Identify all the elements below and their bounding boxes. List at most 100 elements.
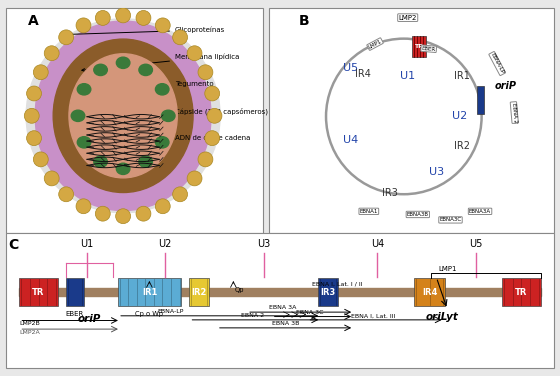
Text: U5: U5 — [343, 63, 358, 73]
Ellipse shape — [156, 137, 169, 148]
Text: IR2: IR2 — [454, 141, 470, 151]
Text: U4: U4 — [343, 135, 358, 145]
FancyBboxPatch shape — [477, 86, 484, 114]
Circle shape — [44, 46, 59, 61]
FancyBboxPatch shape — [412, 36, 426, 56]
Circle shape — [198, 65, 213, 80]
Text: EBNA1: EBNA1 — [360, 209, 378, 214]
Ellipse shape — [139, 156, 152, 167]
Ellipse shape — [77, 136, 91, 148]
Text: Tegumento: Tegumento — [97, 81, 213, 103]
Circle shape — [116, 209, 130, 224]
Bar — [118, 278, 181, 306]
Bar — [189, 278, 209, 306]
Text: EBNA 3C: EBNA 3C — [296, 310, 324, 315]
Text: Cápside (162 capsómeros): Cápside (162 capsómeros) — [116, 108, 268, 117]
Text: C: C — [8, 238, 18, 252]
Text: A: A — [29, 14, 39, 28]
Circle shape — [207, 108, 222, 123]
Text: EBNA 3B: EBNA 3B — [272, 321, 299, 326]
Circle shape — [187, 46, 202, 61]
Circle shape — [172, 30, 188, 45]
Text: B: B — [299, 14, 310, 28]
Text: EBER: EBER — [65, 311, 83, 317]
Circle shape — [172, 187, 188, 202]
Text: LMP2B: LMP2B — [19, 321, 40, 326]
Circle shape — [59, 30, 73, 45]
Ellipse shape — [94, 64, 108, 76]
Circle shape — [205, 86, 220, 101]
Text: EBNA3A: EBNA3A — [469, 209, 491, 214]
Ellipse shape — [69, 54, 178, 178]
Text: Membrana lipídica: Membrana lipídica — [82, 54, 239, 71]
Circle shape — [198, 152, 213, 167]
Ellipse shape — [94, 156, 108, 167]
Text: LMP2A: LMP2A — [19, 330, 40, 335]
Text: IR1: IR1 — [142, 288, 157, 297]
Ellipse shape — [116, 163, 130, 174]
Circle shape — [26, 86, 41, 101]
Text: EBNA3C: EBNA3C — [440, 217, 461, 222]
Text: IR4: IR4 — [356, 69, 371, 79]
Circle shape — [205, 131, 220, 146]
Text: EBNA-LP: EBNA-LP — [489, 52, 505, 75]
Text: EBNA I, Lat. III: EBNA I, Lat. III — [351, 313, 395, 318]
Circle shape — [116, 8, 130, 23]
Text: U4: U4 — [371, 239, 384, 249]
Text: U3: U3 — [257, 239, 270, 249]
Bar — [414, 278, 445, 306]
Text: EBNA 2: EBNA 2 — [241, 313, 264, 318]
Text: Cp o Wp: Cp o Wp — [136, 311, 164, 317]
Text: U1: U1 — [400, 71, 416, 81]
Ellipse shape — [156, 83, 169, 95]
Bar — [19, 278, 58, 306]
Text: EBNA-LP: EBNA-LP — [157, 309, 184, 314]
Circle shape — [155, 199, 170, 214]
Text: EBNA 2: EBNA 2 — [511, 102, 517, 123]
Ellipse shape — [35, 21, 211, 211]
Circle shape — [26, 131, 41, 146]
Bar — [502, 278, 541, 306]
Text: oriP: oriP — [494, 81, 517, 91]
Text: IR4: IR4 — [422, 288, 437, 297]
Text: LMP2: LMP2 — [399, 15, 417, 21]
Text: IR3: IR3 — [320, 288, 335, 297]
Ellipse shape — [53, 39, 193, 193]
Text: LMP1: LMP1 — [438, 267, 456, 273]
Circle shape — [34, 152, 48, 167]
Text: EBER: EBER — [422, 45, 436, 52]
Text: IR3: IR3 — [382, 188, 398, 198]
Text: IR2: IR2 — [192, 288, 207, 297]
Text: EBNA3B: EBNA3B — [407, 212, 429, 217]
Circle shape — [136, 206, 151, 221]
Text: oriLyt: oriLyt — [426, 312, 458, 322]
Circle shape — [136, 11, 151, 25]
Text: TR: TR — [414, 44, 423, 49]
Text: TR: TR — [32, 288, 45, 297]
Ellipse shape — [116, 57, 130, 68]
Ellipse shape — [77, 83, 91, 95]
Text: LMP1: LMP1 — [367, 38, 382, 50]
Text: U5: U5 — [469, 239, 483, 249]
Text: U2: U2 — [158, 239, 171, 249]
Ellipse shape — [139, 64, 152, 76]
Circle shape — [24, 108, 39, 123]
Bar — [319, 278, 338, 306]
Circle shape — [76, 199, 91, 214]
Circle shape — [34, 65, 48, 80]
Text: U2: U2 — [452, 111, 468, 121]
Circle shape — [155, 18, 170, 33]
Text: U3: U3 — [429, 167, 444, 177]
Text: Glicoproteínas: Glicoproteínas — [66, 27, 225, 36]
Text: IR1: IR1 — [454, 71, 470, 81]
Circle shape — [95, 11, 110, 25]
Ellipse shape — [71, 110, 85, 121]
Text: EBNA I, Lat. I / II: EBNA I, Lat. I / II — [312, 281, 363, 286]
Text: U1: U1 — [80, 239, 93, 249]
Text: ADN de doble cadena: ADN de doble cadena — [127, 129, 250, 141]
Circle shape — [26, 19, 220, 213]
Text: oriP: oriP — [77, 314, 101, 324]
Ellipse shape — [161, 110, 175, 121]
Bar — [66, 278, 83, 306]
Text: Qp: Qp — [235, 287, 245, 293]
